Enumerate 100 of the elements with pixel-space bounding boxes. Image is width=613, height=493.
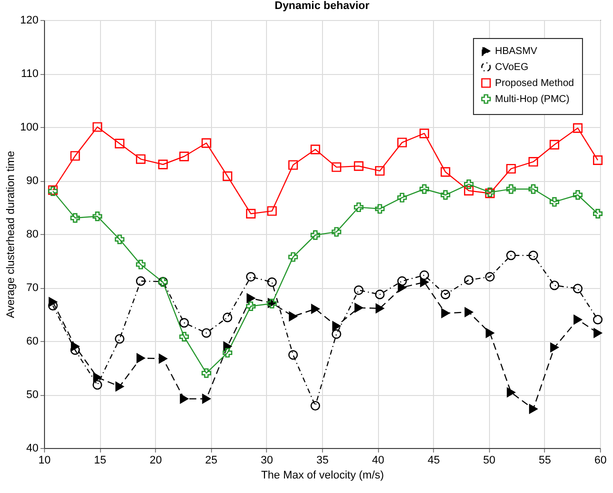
- point: [572, 190, 583, 200]
- point: [179, 152, 189, 162]
- point: [354, 285, 364, 295]
- legend-label: Proposed Method: [495, 78, 574, 89]
- point: [158, 354, 168, 364]
- x-axis-title: The Max of velocity (m/s): [261, 470, 384, 482]
- point: [267, 206, 277, 216]
- x-tick-label: 40: [372, 454, 384, 466]
- point: [420, 128, 430, 138]
- point: [288, 350, 298, 360]
- legend-label: Multi-Hop (PMC): [495, 94, 570, 105]
- point: [202, 394, 211, 404]
- point: [486, 328, 494, 338]
- point: [92, 212, 102, 222]
- point: [528, 156, 538, 167]
- point: [592, 208, 603, 218]
- point: [354, 202, 364, 212]
- point: [375, 204, 385, 214]
- point: [375, 166, 385, 176]
- point: [440, 167, 450, 177]
- point: [506, 164, 516, 174]
- point: [506, 250, 516, 260]
- point: [114, 138, 124, 148]
- y-tick-label: 90: [26, 175, 38, 187]
- point: [246, 272, 256, 282]
- point: [464, 307, 474, 317]
- point: [550, 280, 560, 290]
- point: [310, 230, 320, 240]
- x-tick-label: 25: [205, 454, 218, 466]
- point: [180, 394, 188, 404]
- x-tick-label: 20: [150, 454, 162, 466]
- chart-title: Dynamic behavior: [274, 0, 370, 12]
- point: [529, 404, 538, 414]
- point: [592, 155, 603, 165]
- point: [246, 293, 256, 303]
- point: [376, 304, 384, 314]
- point: [310, 144, 320, 154]
- legend-label: HBASMV: [495, 46, 538, 57]
- y-axis-title: Average clusterhead duration time: [5, 150, 18, 318]
- point: [222, 348, 232, 358]
- x-tick-label: 15: [94, 454, 106, 466]
- point: [332, 321, 341, 331]
- point: [92, 122, 102, 132]
- point: [222, 171, 232, 182]
- y-tick-label: 120: [20, 14, 38, 26]
- y-tick-label: 50: [26, 389, 38, 401]
- point: [70, 151, 80, 161]
- point: [114, 234, 124, 244]
- y-tick-label: 40: [26, 442, 38, 454]
- point: [179, 318, 189, 328]
- point: [572, 284, 583, 294]
- point: [528, 184, 538, 194]
- point: [375, 290, 385, 300]
- y-tick-label: 80: [26, 228, 38, 240]
- point: [222, 312, 232, 322]
- x-tick-label: 30: [260, 454, 274, 466]
- y-tick-label: 110: [20, 68, 38, 80]
- point: [594, 328, 602, 338]
- point: [397, 138, 407, 148]
- point: [397, 192, 407, 202]
- point: [397, 276, 407, 286]
- point: [440, 290, 450, 300]
- point: [550, 140, 560, 150]
- point: [485, 272, 495, 282]
- point: [506, 184, 516, 194]
- point: [288, 160, 298, 170]
- point: [288, 252, 298, 262]
- point: [550, 342, 559, 352]
- point: [354, 161, 364, 171]
- point: [574, 314, 582, 324]
- point: [93, 372, 102, 382]
- y-tick-label: 60: [26, 336, 38, 348]
- x-tick-label: 10: [38, 454, 51, 466]
- point: [310, 400, 320, 411]
- x-tick-label: 35: [316, 454, 329, 466]
- point: [267, 277, 277, 287]
- x-tick-label: 55: [538, 454, 552, 466]
- x-tick-label: 60: [594, 454, 607, 466]
- point: [354, 303, 363, 313]
- point: [464, 186, 474, 196]
- point: [114, 334, 124, 344]
- point: [202, 138, 212, 148]
- point: [440, 190, 450, 200]
- point: [311, 304, 320, 314]
- point: [202, 368, 212, 378]
- point: [136, 276, 146, 286]
- point: [420, 270, 430, 280]
- point: [158, 160, 168, 170]
- point: [592, 314, 603, 324]
- y-tick-label: 70: [26, 282, 38, 294]
- x-tick-label: 45: [428, 454, 440, 466]
- point: [136, 260, 146, 270]
- point: [420, 277, 429, 287]
- point: [332, 329, 342, 339]
- point: [441, 308, 450, 318]
- point: [115, 382, 124, 392]
- point: [332, 227, 342, 237]
- x-tick-label: 50: [483, 454, 496, 466]
- point: [246, 208, 256, 218]
- point: [464, 179, 474, 190]
